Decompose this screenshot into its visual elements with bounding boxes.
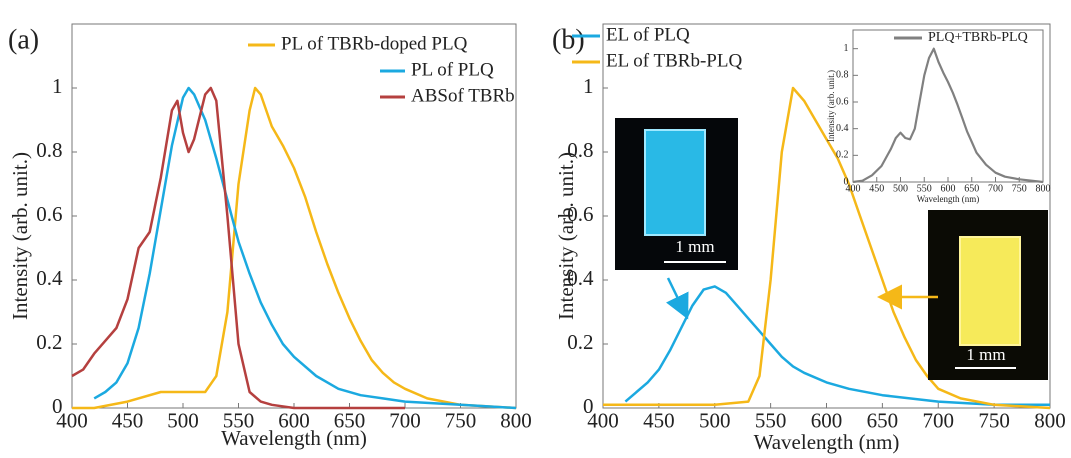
y-tick-label: 1 [844,43,849,54]
x-tick-label: 400 [56,409,88,433]
x-tick-label: 800 [1034,409,1066,433]
y-tick-label: 0 [844,176,849,187]
device-blue [644,129,706,236]
x-tick-label: 650 [964,183,979,194]
x-tick-label: 400 [846,183,861,194]
device-yellow [959,236,1021,346]
panel: 400 450 500 550 600 650 700 750 800 0 0.2 0.4 0.6 0.8… [8,23,532,450]
x-axis-label: Wavelength (nm) [221,426,367,450]
photos: 1 mm 1 mm [615,118,1048,380]
arrow [666,277,689,320]
series-line [603,86,1051,410]
panel: 400 450 500 550 600 650 700 750 800 0 0.2 0.4 0.6 0.8… [552,23,1066,454]
y-tick-label: 0.8 [836,70,849,81]
plot-frame [852,29,1044,183]
x-tick-label: 750 [1012,183,1027,194]
y-tick-label: 0.2 [836,150,849,161]
series-line [71,86,405,410]
x-axis-label: Wavelength (nm) [754,430,900,454]
y-axis-label: Intensity (arb. unit.) [8,152,32,320]
y-tick-label: 0.4 [36,266,63,290]
legend-label: EL of TBRb-PLQ [606,50,742,71]
x-tick-label: 500 [699,409,731,433]
x-tick-label: 750 [978,409,1010,433]
legend-label: PL of TBRb-doped PLQ [281,33,468,54]
x-tick-label: 450 [869,183,884,194]
x-tick-label: 600 [278,409,310,433]
y-tick-label: 0.8 [567,138,593,162]
y-tick-label: 0 [52,394,63,418]
scale-label: 1 mm [966,345,1005,364]
x-tick-label: 800 [1036,183,1051,194]
x-tick-label: 450 [643,409,675,433]
panel: 400 450 500 550 600 650 700 750 800 0 0.2 0.4 0.6 0.8… [826,29,1051,204]
x-tick-label: 800 [500,409,532,433]
legend-label: PLQ+TBRb-PLQ [928,30,1028,45]
scale-label: 1 mm [675,237,714,256]
series-line [852,47,1044,184]
plot-frame [71,23,517,409]
y-tick-label: 0.2 [36,330,62,354]
x-axis-label: Wavelength (nm) [917,194,980,204]
x-tick-label: 500 [893,183,908,194]
x-tick-label: 550 [917,183,932,194]
x-tick-label: 550 [755,409,787,433]
x-tick-label: 750 [445,409,477,433]
y-tick-label: 0.6 [567,202,593,226]
y-tick-label: 0.2 [567,330,593,354]
x-tick-label: 700 [923,409,955,433]
y-tick-label: 0.6 [36,202,62,226]
legend-label: PL of PLQ [411,59,494,80]
x-tick-label: 400 [587,409,619,433]
legend-label: ABSof TBRb [411,85,515,106]
x-tick-label: 600 [811,409,843,433]
y-tick-label: 1 [583,74,594,98]
series-line [624,285,1050,407]
y-axis-label: Intensity (arb. unit.) [554,152,578,320]
x-tick-label: 500 [167,409,199,433]
x-tick-label: 600 [941,183,956,194]
panel-label: (a) [8,24,39,55]
y-tick-label: 1 [52,74,63,98]
x-tick-label: 650 [867,409,899,433]
y-tick-label: 0.8 [36,138,62,162]
y-tick-label: 0.4 [836,123,849,134]
y-tick-label: 0 [583,394,594,418]
x-tick-label: 700 [389,409,421,433]
series-line [93,86,517,410]
x-tick-label: 450 [112,409,144,433]
y-tick-label: 0.4 [567,266,594,290]
series-line [72,86,517,410]
y-axis-label: Intensity (arb. unit.) [826,70,836,142]
x-tick-label: 650 [334,409,366,433]
legend-label: EL of PLQ [606,24,690,45]
y-tick-label: 0.6 [836,96,849,107]
panel-label: (b) [552,24,585,55]
x-tick-label: 700 [988,183,1003,194]
x-tick-label: 550 [223,409,255,433]
